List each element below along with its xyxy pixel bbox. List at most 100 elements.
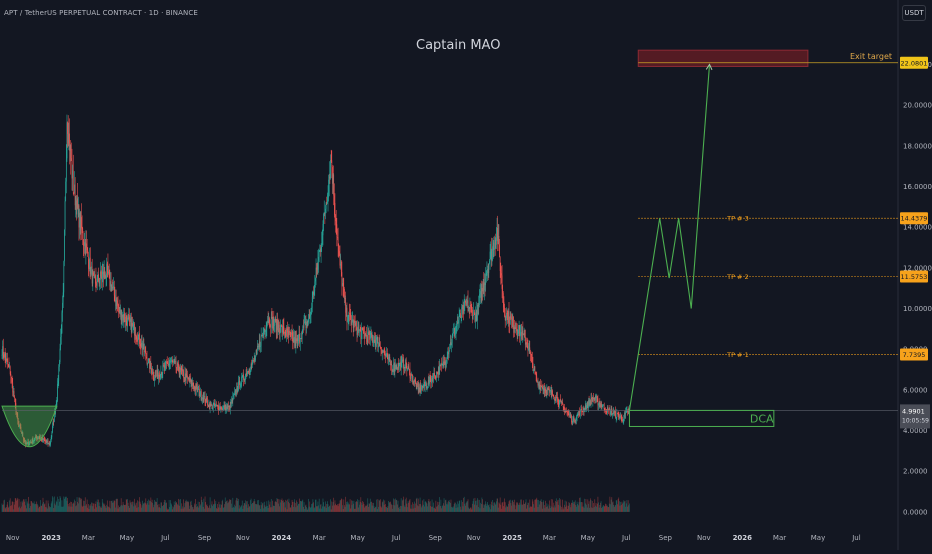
- candle-body: [307, 321, 309, 323]
- price-tick-label: 6.0000: [903, 386, 928, 394]
- volume-bar: [270, 498, 272, 512]
- candle-body: [385, 353, 386, 357]
- candle-body: [111, 287, 113, 292]
- volume-bar: [385, 504, 386, 512]
- candle-body: [350, 319, 352, 325]
- volume-bar: [559, 505, 561, 512]
- volume-bar: [214, 503, 216, 512]
- candle-body: [266, 322, 268, 329]
- candle-body: [95, 278, 97, 284]
- candle-body: [559, 400, 560, 405]
- volume-bar: [276, 498, 278, 512]
- volume-bar: [597, 496, 599, 512]
- volume-bar: [601, 507, 603, 512]
- candle-body: [597, 398, 599, 406]
- candle-body: [153, 377, 155, 381]
- volume-bar: [80, 499, 82, 512]
- volume-bar: [357, 507, 359, 512]
- volume-bar: [622, 503, 623, 512]
- candle-body: [310, 314, 311, 317]
- candle-body: [154, 375, 156, 380]
- time-tick-label: 2024: [272, 534, 292, 542]
- candle-body: [403, 366, 405, 369]
- volume-bar: [439, 506, 441, 512]
- candle-body: [413, 381, 415, 383]
- volume-bar: [506, 505, 507, 512]
- volume-bar: [480, 504, 482, 512]
- volume-bar: [556, 501, 558, 512]
- candle-body: [244, 379, 246, 381]
- volume-bar: [434, 508, 436, 512]
- candle-body: [293, 337, 295, 343]
- candle-body: [454, 327, 456, 335]
- volume-bar: [421, 505, 423, 512]
- volume-bar: [560, 506, 562, 512]
- candle-body: [377, 336, 379, 348]
- currency-button[interactable]: USDT: [902, 5, 926, 21]
- candle-body: [249, 372, 251, 373]
- tp1-label: TP # 1: [726, 351, 749, 359]
- candle-body: [338, 246, 340, 252]
- candle-body: [306, 322, 308, 323]
- candle-body: [386, 353, 388, 355]
- candle-body: [31, 438, 33, 443]
- time-tick-label: May: [350, 534, 364, 542]
- candle-body: [312, 291, 314, 297]
- volume-bar: [588, 501, 590, 512]
- volume-bar: [593, 503, 594, 512]
- volume-bar: [300, 501, 302, 512]
- candle-body: [380, 348, 382, 351]
- volume-bar: [229, 499, 231, 512]
- volume-bar: [84, 500, 85, 512]
- volume-bar: [25, 498, 27, 512]
- symbol-title[interactable]: APT / TetherUS PERPETUAL CONTRACT · 1D ·…: [4, 9, 198, 17]
- volume-bar: [41, 505, 43, 512]
- volume-bar: [391, 504, 393, 512]
- volume-bar: [134, 498, 135, 512]
- candle-body: [473, 309, 475, 316]
- volume-bar: [228, 501, 230, 512]
- candle-body: [335, 214, 336, 222]
- candle-body: [320, 246, 322, 252]
- volume-bar: [482, 504, 484, 512]
- volume-bar: [337, 506, 339, 512]
- candle-body: [449, 347, 451, 352]
- candle-body: [378, 345, 379, 348]
- candle-body: [80, 217, 82, 231]
- candle-body: [161, 372, 162, 375]
- candle-body: [595, 396, 597, 398]
- candle-body: [9, 366, 10, 368]
- candle-body: [615, 417, 617, 419]
- volume-bar: [38, 506, 40, 512]
- candle-body: [90, 267, 92, 274]
- volume-bar: [78, 497, 80, 512]
- volume-bar: [119, 507, 121, 512]
- volume-bar: [455, 502, 456, 512]
- candle-body: [49, 444, 51, 446]
- candle-body: [35, 436, 36, 439]
- volume-bar: [199, 501, 200, 512]
- volume-bar: [299, 500, 301, 512]
- volume-bar: [535, 499, 536, 512]
- volume-bar: [129, 507, 130, 512]
- volume-bar: [291, 505, 292, 512]
- volume-bar: [397, 504, 398, 512]
- candle-body: [508, 311, 510, 324]
- volume-bar: [598, 502, 599, 512]
- volume-bar: [433, 508, 435, 512]
- candle-body: [84, 241, 85, 246]
- volume-bar: [171, 504, 172, 512]
- candle-body: [4, 353, 5, 358]
- volume-bar: [409, 500, 410, 512]
- volume-bar: [183, 507, 185, 512]
- candle-body: [125, 316, 126, 322]
- volume-bar: [71, 502, 72, 512]
- candle-body: [241, 376, 243, 378]
- volume-bar: [318, 498, 320, 512]
- candle-body: [233, 394, 235, 396]
- candle-body: [623, 417, 625, 421]
- volume-bar: [9, 498, 11, 512]
- candle-body: [401, 360, 403, 362]
